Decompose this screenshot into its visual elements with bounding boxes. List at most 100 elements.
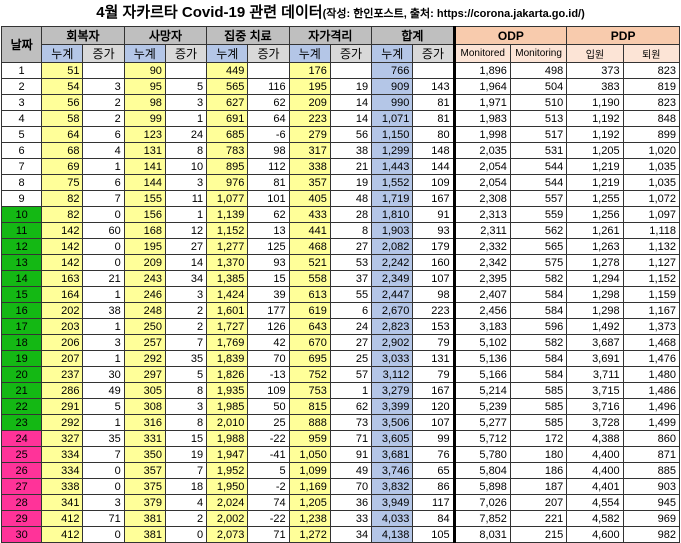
value-cell: 375 xyxy=(123,478,166,495)
value-cell: 7 xyxy=(82,190,125,207)
subheader: 증가 xyxy=(329,44,373,63)
value-cell: 2,342 xyxy=(452,254,511,271)
value-cell: 82 xyxy=(41,206,84,223)
value-cell: 3 xyxy=(164,174,208,191)
value-cell: 643 xyxy=(288,318,331,335)
value-cell: 24 xyxy=(329,318,373,335)
value-cell: 1,294 xyxy=(566,270,624,287)
data-table: 날짜 회복자 사망자 집중 치료 자가격리 합계 ODP PDP 누계 증가 누계 증가 누계 증가 누계 증… xyxy=(0,26,681,543)
value-cell: 1,169 xyxy=(288,478,331,495)
date-cell: 5 xyxy=(0,126,43,143)
value-cell: 3,033 xyxy=(371,350,414,367)
value-cell: 1,492 xyxy=(566,318,624,335)
value-cell: 895 xyxy=(206,158,249,175)
value-cell: 292 xyxy=(41,414,84,431)
value-cell: 685 xyxy=(206,126,249,143)
value-cell: 0 xyxy=(82,526,125,543)
value-cell: 50 xyxy=(247,398,290,415)
value-cell: 2,054 xyxy=(452,174,511,191)
value-cell: 19 xyxy=(329,78,373,95)
date-cell: 22 xyxy=(0,398,43,415)
value-cell: 4,388 xyxy=(566,430,624,447)
value-cell: 317 xyxy=(288,142,331,159)
value-cell: 172 xyxy=(509,430,568,447)
value-cell: 1,255 xyxy=(566,190,624,207)
value-cell: 613 xyxy=(288,286,331,303)
date-cell: 2 xyxy=(0,78,43,95)
value-cell: 2,054 xyxy=(452,158,511,175)
value-cell: 1,192 xyxy=(566,126,624,143)
value-cell: 142 xyxy=(41,222,84,239)
value-cell: 27 xyxy=(164,238,208,255)
data-row: 26 334 0 357 7 1,952 5 1,099 49 3,746 65 5,804 186 4,… xyxy=(0,462,681,479)
value-cell: 71 xyxy=(247,526,290,543)
date-cell: 1 xyxy=(0,62,43,79)
value-cell: 120 xyxy=(412,398,455,415)
value-cell: 1,552 xyxy=(371,174,414,191)
value-cell: 2,349 xyxy=(371,270,414,287)
value-cell: 5,102 xyxy=(452,334,511,351)
value-cell: 4,600 xyxy=(566,526,624,543)
value-cell: 1,971 xyxy=(452,94,511,111)
value-cell: 2,024 xyxy=(206,494,249,511)
subheader: 증가 xyxy=(412,44,455,63)
value-cell: 112 xyxy=(247,158,290,175)
date-cell: 25 xyxy=(0,446,43,463)
value-cell: 14 xyxy=(329,110,373,127)
date-cell: 28 xyxy=(0,494,43,511)
data-row: 17 203 1 250 2 1,727 126 643 24 2,823 153 3,183 596 1… xyxy=(0,318,681,335)
value-cell: 2,002 xyxy=(206,510,249,527)
value-cell: 510 xyxy=(509,94,568,111)
value-cell: 286 xyxy=(41,382,84,399)
value-cell: 1,983 xyxy=(452,110,511,127)
value-cell: 1,468 xyxy=(622,334,681,351)
value-cell: 209 xyxy=(288,94,331,111)
value-cell: 81 xyxy=(412,110,455,127)
data-row: 11 142 60 168 12 1,152 13 441 8 1,903 93 2,311 562 1,… xyxy=(0,222,681,239)
value-cell: 3,687 xyxy=(566,334,624,351)
value-cell: 180 xyxy=(509,446,568,463)
value-cell: 70 xyxy=(247,350,290,367)
value-cell: 1,192 xyxy=(566,110,624,127)
value-cell: 3,691 xyxy=(566,350,624,367)
value-cell: 7 xyxy=(82,446,125,463)
value-cell: 144 xyxy=(123,174,166,191)
value-cell: 308 xyxy=(123,398,166,415)
value-cell: 246 xyxy=(123,286,166,303)
value-cell: 305 xyxy=(123,382,166,399)
value-cell: 5 xyxy=(82,398,125,415)
value-cell: 498 xyxy=(509,62,568,79)
subheader: 누계 xyxy=(41,44,84,63)
value-cell: 19 xyxy=(164,446,208,463)
value-cell: 156 xyxy=(123,206,166,223)
value-cell: 584 xyxy=(509,286,568,303)
value-cell: 1,152 xyxy=(622,270,681,287)
value-cell: 4 xyxy=(82,142,125,159)
value-cell: 80 xyxy=(412,126,455,143)
value-cell: 2,082 xyxy=(371,238,414,255)
value-cell: 15 xyxy=(164,430,208,447)
value-cell: 0 xyxy=(82,254,125,271)
value-cell: 163 xyxy=(41,270,84,287)
value-cell: 3 xyxy=(164,398,208,415)
value-cell: 357 xyxy=(123,462,166,479)
value-cell: 544 xyxy=(509,174,568,191)
value-cell: 71 xyxy=(329,430,373,447)
value-cell: 69 xyxy=(41,158,84,175)
title: 4월 자카르타 Covid-19 관련 데이터 xyxy=(96,4,323,21)
date-cell: 7 xyxy=(0,158,43,175)
group-header: 합계 xyxy=(371,26,455,45)
value-cell: 107 xyxy=(412,414,455,431)
value-cell: 334 xyxy=(41,462,84,479)
value-cell: 1,077 xyxy=(206,190,249,207)
value-cell: 691 xyxy=(206,110,249,127)
value-cell: 1,810 xyxy=(371,206,414,223)
value-cell: 8,031 xyxy=(452,526,511,543)
value-cell: 1,071 xyxy=(371,110,414,127)
date-header: 날짜 xyxy=(0,26,43,63)
value-cell: 48 xyxy=(329,190,373,207)
value-cell: 899 xyxy=(622,126,681,143)
value-cell: 1,370 xyxy=(206,254,249,271)
value-cell: 982 xyxy=(622,526,681,543)
value-cell: 215 xyxy=(509,526,568,543)
